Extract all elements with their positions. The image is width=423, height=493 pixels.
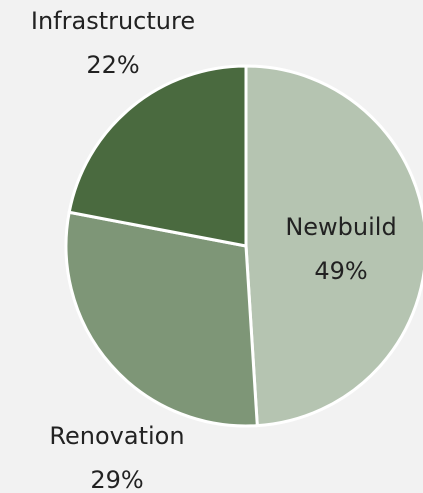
slice-label: Newbuild [285,213,396,241]
slice-label: Infrastructure [31,7,195,35]
pie-slice [244,64,423,428]
slice-value-label: 29% [90,466,143,493]
slice-value-label: 49% [314,257,367,285]
slice-value-label: 22% [86,51,139,79]
pie-slice [67,64,248,248]
pie-slice [64,210,259,428]
slice-label: Renovation [49,422,184,450]
